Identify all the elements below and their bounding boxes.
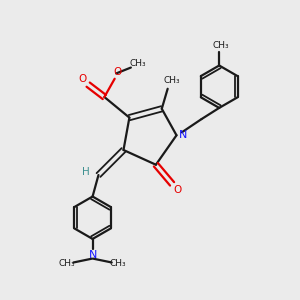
Text: H: H [82,167,90,177]
Text: CH₃: CH₃ [129,58,146,68]
Text: N: N [179,130,187,140]
Text: CH₃: CH₃ [59,260,75,268]
Text: O: O [113,67,122,77]
Text: CH₃: CH₃ [164,76,180,85]
Text: CH₃: CH₃ [212,41,229,50]
Text: O: O [78,74,86,84]
Text: O: O [173,185,181,195]
Text: CH₃: CH₃ [110,260,127,268]
Text: N: N [88,250,97,260]
